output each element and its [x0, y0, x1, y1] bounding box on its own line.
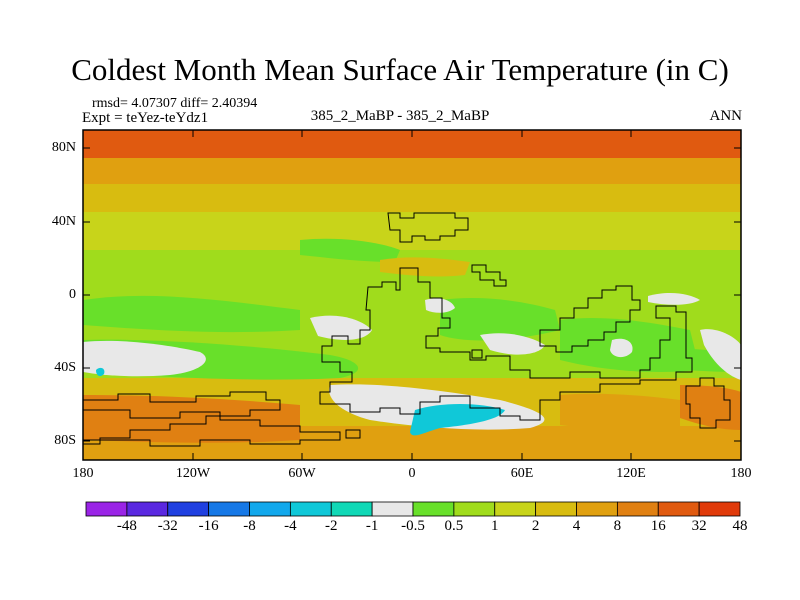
- patch-orange-south-2: [680, 385, 741, 430]
- colorbar-label: -16: [198, 518, 219, 534]
- patch-white-8: [425, 298, 455, 313]
- xtick-label-180e: 180: [730, 466, 752, 481]
- colorbar-label: 4: [572, 518, 581, 534]
- colorbar-label: -0.5: [401, 518, 425, 534]
- ytick-label-80n: 80N: [51, 140, 76, 155]
- stats-label: rmsd= 4.07307 diff= 2.40394: [92, 96, 258, 111]
- colorbar-swatch: [208, 501, 250, 517]
- colorbar-swatch: [453, 501, 496, 517]
- colorbar-label: 1: [491, 518, 499, 534]
- colorbar-swatch: [289, 501, 332, 517]
- xtick-label-0: 0: [408, 466, 416, 481]
- xtick-label-60w: 60W: [288, 466, 316, 481]
- colorbar-label: -2: [325, 518, 338, 534]
- colorbar-label: 2: [531, 518, 540, 534]
- patch-yellow-north-1: [380, 257, 470, 277]
- colorbar-swatch: [412, 501, 455, 517]
- colorbar-swatch: [535, 501, 577, 517]
- colorbar-label: -4: [284, 518, 297, 534]
- patch-white-7: [700, 329, 741, 380]
- colorbar-swatch: [249, 501, 291, 517]
- coast-central-continent: [319, 267, 693, 421]
- xtick-label-120w: 120W: [175, 466, 211, 481]
- band-north-mid: [83, 184, 741, 214]
- colorbar-swatch: [698, 501, 741, 517]
- patch-orange-south-1: [83, 395, 300, 443]
- colorbar-label: 8: [613, 518, 622, 534]
- xtick-label-60e: 60E: [510, 466, 534, 481]
- colorbar-label: -32: [157, 518, 178, 534]
- colorbar: [85, 501, 741, 517]
- patch-orange-south-3: [560, 393, 680, 431]
- patch-green-3: [440, 298, 560, 341]
- experiment-label: Expt = teYez-teYdz1: [82, 110, 209, 126]
- chart-title: Coldest Month Mean Surface Air Temperatu…: [71, 52, 729, 87]
- colorbar-label: 0.5: [444, 518, 464, 534]
- coastlines: [83, 212, 731, 447]
- ytick-label-40s: 40S: [54, 360, 76, 375]
- season-label: ANN: [709, 108, 743, 124]
- patch-white-6: [648, 293, 700, 305]
- colorbar-swatch: [576, 501, 618, 517]
- colorbar-swatch: [126, 501, 169, 517]
- colorbar-swatch: [330, 501, 373, 517]
- colorbar-label: 48: [732, 518, 748, 534]
- colorbar-label: 32: [691, 518, 707, 534]
- patch-white-4: [480, 333, 545, 355]
- coast-south-continent-2: [83, 409, 341, 447]
- colorbar-swatch: [371, 501, 414, 517]
- patch-white-1: [83, 340, 206, 377]
- field-layer: [83, 130, 741, 460]
- coast-south-east: [685, 377, 731, 429]
- patch-green-1: [83, 295, 300, 333]
- band-north-subtropic: [83, 212, 741, 252]
- coast-east-continent: [539, 285, 641, 353]
- colorbar-label: -48: [116, 518, 137, 534]
- xtick-label-180w: 180: [72, 466, 94, 481]
- colorbar-swatch: [85, 501, 128, 517]
- coast-north-continent: [387, 212, 469, 243]
- colorbar-swatch: [657, 501, 700, 517]
- coast-south-continent: [83, 391, 281, 445]
- patch-green-6: [600, 340, 741, 372]
- coast-small-island-2: [345, 429, 361, 439]
- colorbar-label: -1: [365, 518, 379, 534]
- xtick-label-120e: 120E: [616, 466, 646, 481]
- patch-cyan-cold: [410, 404, 505, 436]
- coast-small-island-3: [471, 349, 483, 359]
- coast-small-island-1: [471, 264, 507, 287]
- patch-white-5: [610, 338, 633, 358]
- ytick-label-0: 0: [69, 287, 76, 302]
- patch-white-2: [310, 315, 372, 340]
- ytick-label-80s: 80S: [54, 433, 76, 448]
- patch-green-5: [300, 238, 400, 262]
- colorbar-swatch: [167, 501, 210, 517]
- colorbar-swatch: [616, 501, 659, 517]
- colorbar-label: 16: [650, 518, 666, 534]
- colorbar-swatch: [494, 501, 537, 517]
- colorbar-label: -8: [243, 518, 256, 534]
- patch-cyan-small: [96, 367, 105, 377]
- case-label: 385_2_MaBP - 385_2_MaBP: [310, 108, 490, 124]
- axis-ticks: [83, 130, 741, 460]
- ytick-label-40n: 40N: [51, 214, 76, 229]
- band-high-north: [83, 158, 741, 186]
